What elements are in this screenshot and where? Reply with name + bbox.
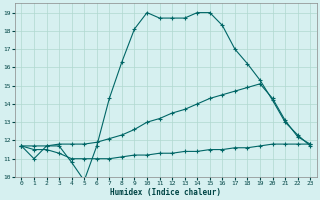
X-axis label: Humidex (Indice chaleur): Humidex (Indice chaleur) (110, 188, 221, 197)
